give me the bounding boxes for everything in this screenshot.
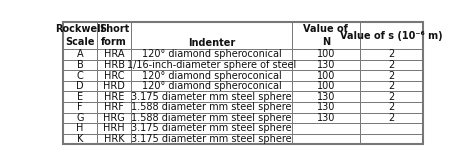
Bar bbox=[292, 81, 360, 91]
Text: 3.175 diameter mm steel sphere: 3.175 diameter mm steel sphere bbox=[131, 134, 292, 144]
Bar bbox=[292, 113, 360, 123]
Text: Value of s (10⁻⁶ m): Value of s (10⁻⁶ m) bbox=[340, 31, 443, 41]
Bar bbox=[97, 123, 131, 134]
Text: 2: 2 bbox=[388, 71, 394, 81]
Text: 130: 130 bbox=[317, 102, 335, 112]
Bar bbox=[131, 91, 292, 102]
Bar bbox=[97, 91, 131, 102]
Bar bbox=[63, 91, 97, 102]
Text: 120° diamond spheroconical: 120° diamond spheroconical bbox=[142, 50, 281, 59]
Bar bbox=[131, 134, 292, 144]
Bar bbox=[360, 91, 423, 102]
Bar bbox=[360, 49, 423, 60]
Text: D: D bbox=[76, 81, 84, 91]
Text: 2: 2 bbox=[388, 113, 394, 123]
Text: 2: 2 bbox=[388, 81, 394, 91]
Bar bbox=[360, 102, 423, 113]
Bar bbox=[63, 102, 97, 113]
Text: E: E bbox=[77, 92, 83, 102]
Bar bbox=[97, 113, 131, 123]
Text: HRH: HRH bbox=[103, 123, 125, 133]
Text: HRK: HRK bbox=[104, 134, 125, 144]
Bar bbox=[63, 60, 97, 70]
Bar bbox=[97, 134, 131, 144]
Text: 2: 2 bbox=[388, 60, 394, 70]
Bar bbox=[360, 113, 423, 123]
Bar bbox=[131, 81, 292, 91]
Bar bbox=[63, 49, 97, 60]
Bar bbox=[63, 81, 97, 91]
Bar bbox=[360, 134, 423, 144]
Text: F: F bbox=[77, 102, 83, 112]
Text: 100: 100 bbox=[317, 81, 335, 91]
Bar bbox=[292, 70, 360, 81]
Bar bbox=[97, 60, 131, 70]
Text: 1.588 diameter mm steel sphere: 1.588 diameter mm steel sphere bbox=[131, 102, 292, 112]
Text: 130: 130 bbox=[317, 60, 335, 70]
Text: 2: 2 bbox=[388, 102, 394, 112]
Text: K: K bbox=[77, 134, 83, 144]
Text: 130: 130 bbox=[317, 113, 335, 123]
Bar bbox=[360, 70, 423, 81]
Bar bbox=[97, 70, 131, 81]
Bar bbox=[292, 123, 360, 134]
Text: B: B bbox=[77, 60, 83, 70]
Bar bbox=[63, 22, 97, 49]
Bar bbox=[292, 49, 360, 60]
Text: 2: 2 bbox=[388, 92, 394, 102]
Text: 130: 130 bbox=[317, 92, 335, 102]
Text: G: G bbox=[76, 113, 84, 123]
Text: 100: 100 bbox=[317, 71, 335, 81]
Text: Value of
N: Value of N bbox=[303, 24, 348, 47]
Bar bbox=[63, 123, 97, 134]
Text: 1/16-inch-diameter sphere of steel: 1/16-inch-diameter sphere of steel bbox=[127, 60, 296, 70]
Bar bbox=[97, 22, 131, 49]
Bar bbox=[131, 70, 292, 81]
Bar bbox=[63, 134, 97, 144]
Bar bbox=[292, 134, 360, 144]
Bar bbox=[131, 102, 292, 113]
Bar bbox=[360, 123, 423, 134]
Bar bbox=[97, 81, 131, 91]
Bar bbox=[131, 22, 292, 49]
Text: 120° diamond spheroconical: 120° diamond spheroconical bbox=[142, 71, 281, 81]
Bar bbox=[292, 102, 360, 113]
Bar bbox=[292, 60, 360, 70]
Text: Indenter: Indenter bbox=[188, 38, 235, 48]
Text: Rockwell
Scale: Rockwell Scale bbox=[55, 24, 105, 47]
Bar bbox=[63, 70, 97, 81]
Bar bbox=[292, 91, 360, 102]
Bar bbox=[131, 113, 292, 123]
Bar bbox=[97, 49, 131, 60]
Text: H: H bbox=[76, 123, 84, 133]
Bar bbox=[360, 81, 423, 91]
Text: HRF: HRF bbox=[104, 102, 124, 112]
Bar bbox=[131, 60, 292, 70]
Text: 1.588 diameter mm steel sphere: 1.588 diameter mm steel sphere bbox=[131, 113, 292, 123]
Text: 3.175 diameter mm steel sphere: 3.175 diameter mm steel sphere bbox=[131, 123, 292, 133]
Text: 3.175 diameter mm steel sphere: 3.175 diameter mm steel sphere bbox=[131, 92, 292, 102]
Text: 2: 2 bbox=[388, 50, 394, 59]
Bar bbox=[131, 49, 292, 60]
Text: A: A bbox=[77, 50, 83, 59]
Bar bbox=[63, 113, 97, 123]
Bar bbox=[360, 60, 423, 70]
Bar bbox=[292, 22, 360, 49]
Bar bbox=[360, 22, 423, 49]
Text: HRE: HRE bbox=[104, 92, 124, 102]
Text: HRG: HRG bbox=[103, 113, 125, 123]
Text: HRB: HRB bbox=[104, 60, 125, 70]
Text: C: C bbox=[77, 71, 83, 81]
Text: HRC: HRC bbox=[104, 71, 125, 81]
Bar bbox=[131, 123, 292, 134]
Bar bbox=[97, 102, 131, 113]
Text: 120° diamond spheroconical: 120° diamond spheroconical bbox=[142, 81, 281, 91]
Text: HRD: HRD bbox=[103, 81, 125, 91]
Text: HRA: HRA bbox=[104, 50, 125, 59]
Text: Short
form: Short form bbox=[99, 24, 129, 47]
Text: 100: 100 bbox=[317, 50, 335, 59]
